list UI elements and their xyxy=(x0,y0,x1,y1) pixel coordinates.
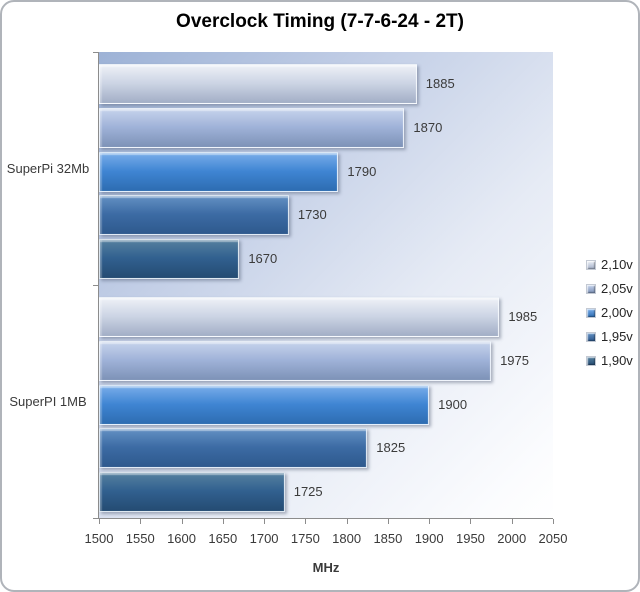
bar-superpi-1mb-2,05v xyxy=(99,340,492,381)
legend-label: 1,95v xyxy=(601,329,633,344)
value-axis-tick xyxy=(511,519,513,524)
value-axis-tick-label: 1600 xyxy=(167,531,196,546)
bar-value-label: 1825 xyxy=(376,440,406,456)
plot-area: 1885 1870 1790 1730 1670 1985 1975 1900 1825 1725 xyxy=(99,52,553,518)
value-axis-tick-label: 1500 xyxy=(84,531,114,546)
value-axis-tick-label: 1550 xyxy=(125,531,155,546)
bar-value-label: 1870 xyxy=(413,119,443,135)
value-axis-tick-label: 1700 xyxy=(249,531,279,546)
legend: 2,10v 2,05v 2,00v 1,95v 1,90v xyxy=(586,257,633,378)
bar-value-label: 1670 xyxy=(248,251,278,267)
value-axis-tick xyxy=(387,519,389,524)
value-axis-tick-label: 1950 xyxy=(455,531,485,546)
bar-superpi-32mb-1,95v xyxy=(99,195,289,236)
legend-item: 1,95v xyxy=(586,329,633,344)
legend-swatch-icon xyxy=(586,307,596,318)
legend-item: 2,00v xyxy=(586,305,633,320)
value-axis-tick xyxy=(181,519,183,524)
value-axis-tick xyxy=(99,519,100,524)
value-axis-tick-label: 2050 xyxy=(538,531,568,546)
bar-superpi-32mb-1,90v xyxy=(99,239,240,280)
legend-label: 2,00v xyxy=(601,305,633,320)
value-axis-tick xyxy=(553,519,554,524)
value-axis-tick xyxy=(470,519,472,524)
x-axis-title: MHz xyxy=(312,560,340,575)
bar-superpi-32mb-2,00v xyxy=(99,151,339,192)
value-axis-line xyxy=(93,518,553,519)
legend-item: 1,90v xyxy=(586,353,633,368)
legend-swatch-icon xyxy=(586,283,596,294)
value-axis-tick-label: 1650 xyxy=(208,531,238,546)
legend-label: 2,10v xyxy=(601,257,633,272)
legend-label: 2,05v xyxy=(601,281,633,296)
bar-value-label: 1885 xyxy=(425,76,455,91)
value-axis-tick-label: 1900 xyxy=(414,531,444,546)
value-axis-tick xyxy=(305,519,307,524)
bar-superpi-32mb-2,05v xyxy=(99,107,405,148)
bar-value-label: 1975 xyxy=(500,352,529,368)
value-axis-tick-label: 1800 xyxy=(332,531,362,546)
bar-superpi-1mb-2,00v xyxy=(99,384,430,425)
chart-title: Overclock Timing (7-7-6-24 - 2T) xyxy=(176,11,464,32)
bar-superpi-1mb-1,95v xyxy=(99,428,368,469)
value-axis-tick-label: 1750 xyxy=(290,531,320,546)
bar-superpi-1mb-2,10v xyxy=(99,297,500,337)
value-axis-tick-label: 1850 xyxy=(373,531,403,546)
category-label: SuperPi 32Mb xyxy=(6,160,90,176)
value-axis-tick xyxy=(346,519,348,524)
category-axis-tick xyxy=(93,52,99,53)
legend-item: 2,10v xyxy=(586,257,633,272)
bar-value-label: 1790 xyxy=(347,163,377,179)
bar-value-label: 1900 xyxy=(438,396,468,412)
legend-swatch-icon xyxy=(586,259,596,270)
value-axis-tick xyxy=(264,519,266,524)
bar-superpi-32mb-2,10v xyxy=(99,64,417,104)
legend-swatch-icon xyxy=(586,331,596,342)
bar-superpi-1mb-1,90v xyxy=(99,472,285,513)
value-axis-tick-label: 2000 xyxy=(497,531,527,546)
value-axis-tick xyxy=(140,519,142,524)
legend-label: 1,90v xyxy=(601,353,633,368)
category-label: SuperPI 1MB xyxy=(9,393,87,409)
bar-value-label: 1725 xyxy=(293,484,323,500)
category-axis-tick xyxy=(93,518,99,519)
legend-swatch-icon xyxy=(586,355,596,366)
bar-value-label: 1730 xyxy=(297,207,327,223)
value-axis-tick xyxy=(429,519,431,524)
bar-value-label: 1985 xyxy=(508,309,538,324)
category-axis-tick xyxy=(93,285,99,286)
legend-item: 2,05v xyxy=(586,281,633,296)
value-axis-tick xyxy=(222,519,224,524)
